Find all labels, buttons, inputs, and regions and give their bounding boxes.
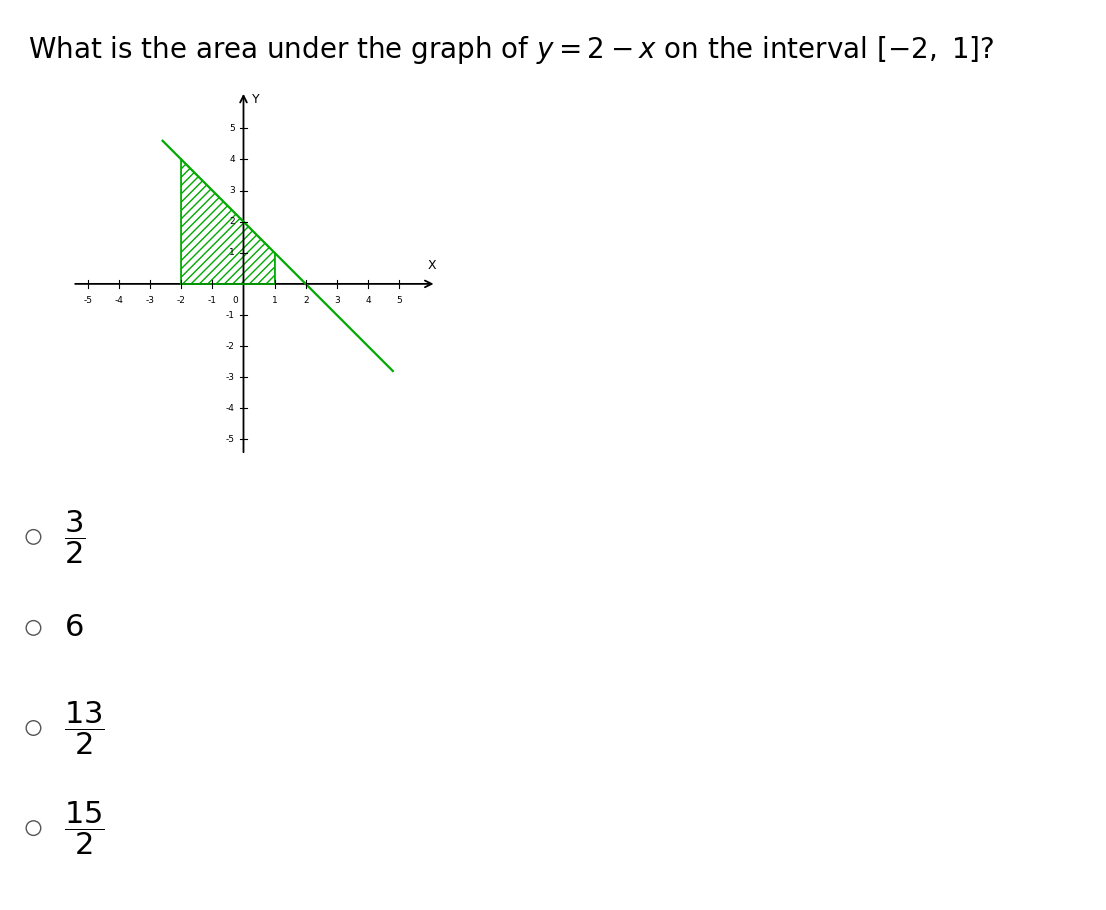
Text: 3: 3 xyxy=(334,297,340,306)
Text: -5: -5 xyxy=(83,297,93,306)
Text: Y: Y xyxy=(252,93,260,106)
Text: $6$: $6$ xyxy=(64,612,83,643)
Text: -4: -4 xyxy=(226,404,234,413)
Text: 5: 5 xyxy=(396,297,401,306)
Text: 2: 2 xyxy=(229,217,234,227)
Text: X: X xyxy=(427,259,436,272)
Text: $\dfrac{13}{2}$: $\dfrac{13}{2}$ xyxy=(64,699,105,757)
Text: 4: 4 xyxy=(365,297,371,306)
Text: -1: -1 xyxy=(208,297,217,306)
Text: 1: 1 xyxy=(272,297,278,306)
Text: What is the area under the graph of $y = 2 - x$ on the interval $[-2,\ 1]$?: What is the area under the graph of $y =… xyxy=(28,34,994,66)
Text: 0: 0 xyxy=(232,296,238,305)
Text: $\dfrac{15}{2}$: $\dfrac{15}{2}$ xyxy=(64,799,105,857)
Text: 1: 1 xyxy=(229,248,234,258)
Text: $\dfrac{3}{2}$: $\dfrac{3}{2}$ xyxy=(64,508,85,566)
Text: 5: 5 xyxy=(229,124,234,133)
Text: 4: 4 xyxy=(229,155,234,164)
Text: -1: -1 xyxy=(226,310,234,319)
Text: 2: 2 xyxy=(303,297,309,306)
Text: 3: 3 xyxy=(229,186,234,195)
Text: -3: -3 xyxy=(226,373,234,381)
Text: -2: -2 xyxy=(177,297,186,306)
Text: -3: -3 xyxy=(146,297,155,306)
Text: -5: -5 xyxy=(226,435,234,444)
Text: -2: -2 xyxy=(226,341,234,350)
Text: -4: -4 xyxy=(115,297,124,306)
